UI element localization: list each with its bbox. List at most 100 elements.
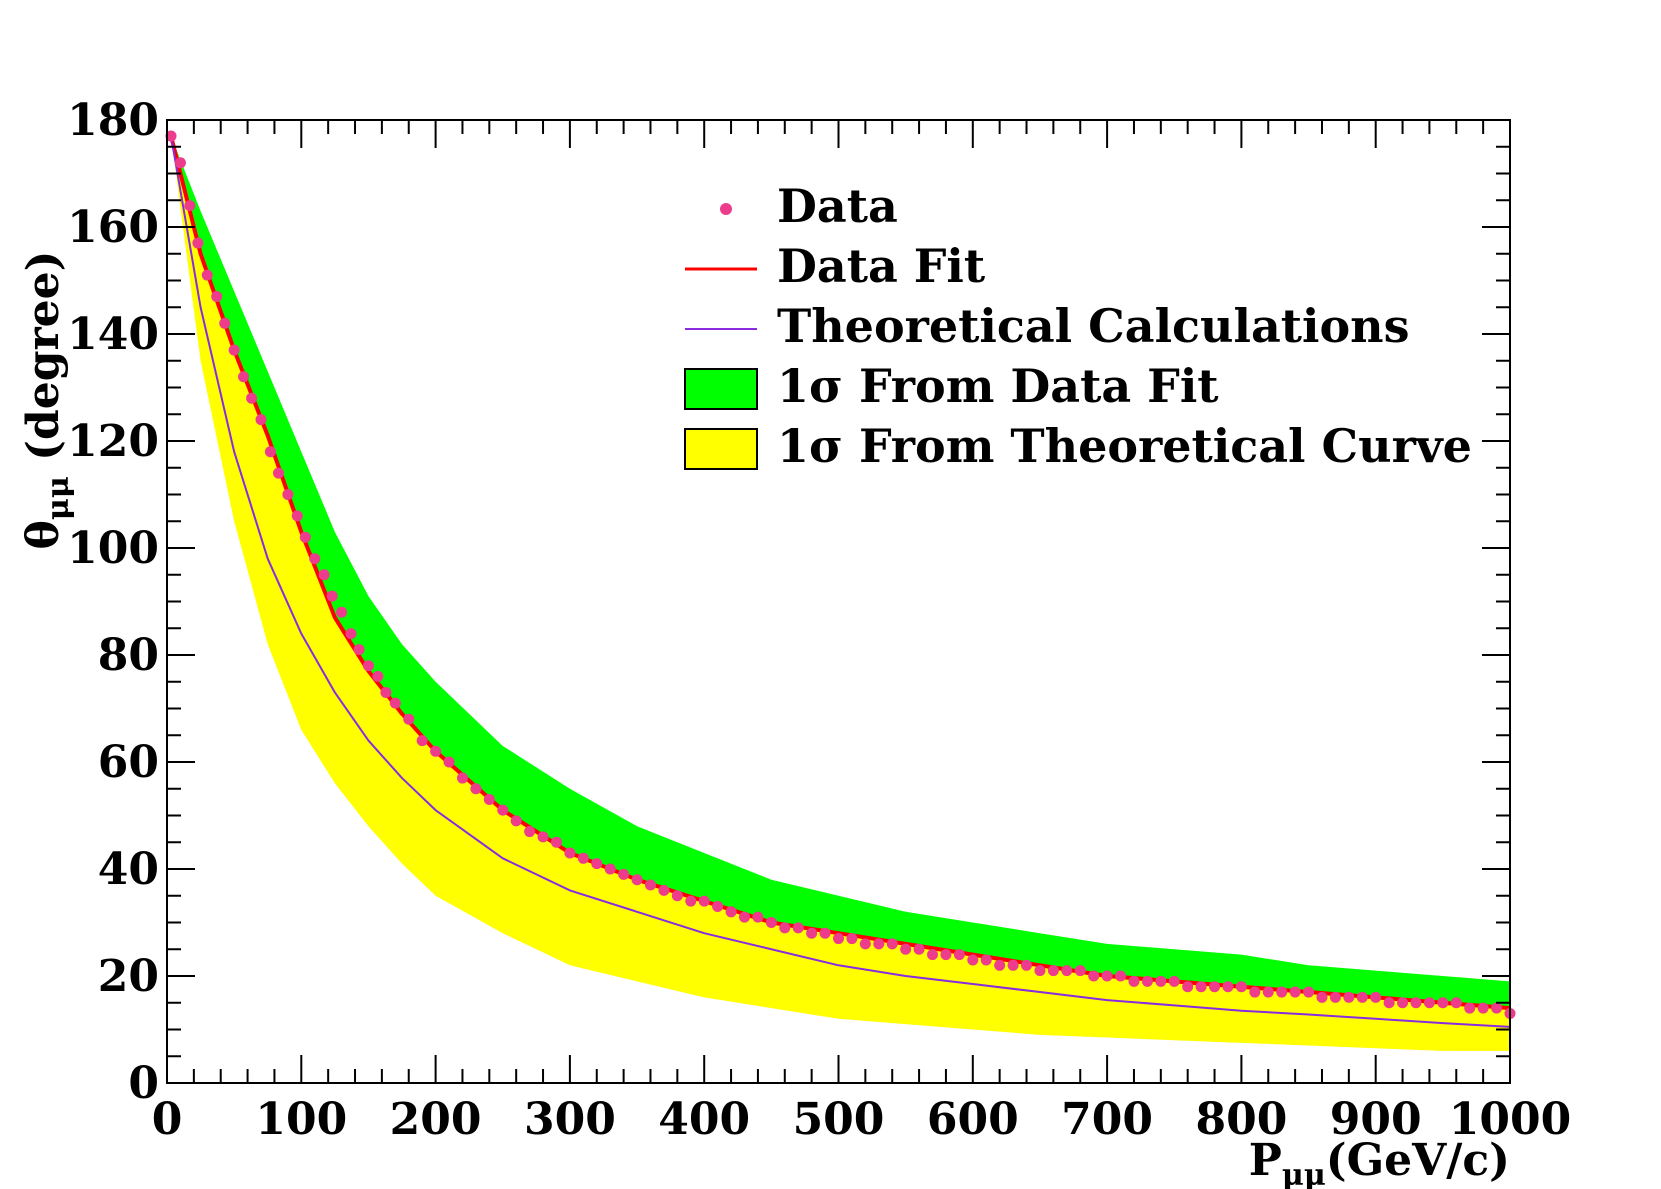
data-point: [833, 933, 844, 945]
data-point: [282, 489, 294, 500]
x-axis-label-sub: μμ: [1282, 1158, 1326, 1189]
y-tick-label: 120: [67, 416, 159, 467]
data-point: [201, 269, 213, 281]
data-point: [345, 628, 357, 640]
data-point: [1007, 959, 1019, 971]
data-point: [886, 938, 898, 950]
data-point: [309, 553, 321, 565]
data-point: [1088, 970, 1100, 982]
data-point: [618, 868, 630, 880]
data-point: [631, 874, 643, 886]
data-point: [725, 906, 737, 918]
data-point: [264, 446, 276, 458]
data-point: [1491, 1002, 1503, 1014]
y-tick-label: 40: [98, 844, 159, 895]
legend-label-data: Data: [777, 179, 898, 233]
x-tick-label: 400: [658, 1094, 750, 1145]
data-point: [497, 804, 509, 816]
data-point: [1397, 997, 1409, 1009]
legend-marker-band-fit: [684, 368, 758, 410]
x-tick-label: 300: [524, 1094, 616, 1145]
data-point: [219, 317, 231, 329]
data-point: [380, 686, 392, 698]
data-point: [272, 467, 284, 479]
data-point: [470, 783, 482, 795]
data-point: [416, 735, 428, 747]
data-point: [550, 836, 562, 848]
data-point: [1222, 981, 1234, 993]
data-point: [353, 644, 365, 656]
legend-label-theory: Theoretical Calculations: [777, 299, 1410, 353]
y-tick-label: 80: [98, 630, 159, 681]
data-point: [1182, 981, 1194, 993]
data-point: [403, 713, 415, 725]
data-point: [712, 900, 724, 912]
data-point: [927, 949, 939, 961]
data-point: [318, 569, 330, 581]
data-point: [389, 697, 401, 709]
data-point: [900, 943, 912, 955]
points-layer: [165, 130, 1516, 1019]
data-point: [1061, 965, 1073, 977]
data-point: [792, 922, 804, 934]
data-point: [362, 660, 374, 672]
data-point: [1168, 975, 1180, 987]
data-point: [577, 852, 589, 864]
data-point: [1410, 997, 1422, 1009]
data-point: [537, 831, 549, 843]
data-point: [1195, 981, 1207, 993]
x-axis-label-main: P: [1249, 1135, 1282, 1186]
data-point: [779, 922, 791, 934]
y-tick-label: 140: [67, 309, 159, 360]
data-point: [913, 943, 925, 955]
data-point: [1155, 975, 1167, 987]
data-point: [430, 745, 442, 757]
tick-labels-layer: 0 100 200 300 400 500 600 700 800 900 1000 0 20 40 60 8…: [67, 95, 1571, 1145]
data-point: [658, 884, 670, 896]
legend-marker-band-theory: [684, 428, 758, 470]
data-point: [1356, 991, 1368, 1003]
x-axis-label: Pμμ(GeV/c): [1249, 1135, 1510, 1189]
y-axis-label-unit: (degree): [18, 251, 69, 477]
data-point: [1074, 965, 1086, 977]
data-point: [1209, 981, 1221, 993]
data-point: [1303, 986, 1315, 998]
data-point: [1289, 986, 1301, 998]
legend-label-band-theory: 1σ From Theoretical Curve: [777, 419, 1472, 473]
theory-line: [170, 135, 1511, 1028]
x-axis-label-unit: (GeV/c): [1326, 1135, 1510, 1186]
data-point: [291, 510, 303, 522]
y-axis-label-sub: μμ: [41, 476, 76, 520]
data-point: [1450, 997, 1462, 1009]
data-point: [1370, 991, 1382, 1003]
data-point: [953, 949, 965, 961]
band-theoretical: [171, 136, 1510, 1051]
data-point: [1249, 986, 1261, 998]
data-point: [1101, 970, 1113, 982]
data-point: [1128, 975, 1140, 987]
data-point: [1115, 970, 1127, 982]
y-tick-label: 100: [67, 523, 159, 574]
data-point: [1437, 997, 1449, 1009]
x-tick-label: 600: [927, 1094, 1019, 1145]
data-point: [859, 938, 871, 950]
data-point: [994, 959, 1006, 971]
y-tick-label: 0: [128, 1058, 159, 1109]
data-point: [165, 130, 177, 142]
data-point: [326, 590, 338, 602]
data-point: [184, 200, 196, 212]
y-tick-label: 60: [98, 737, 159, 788]
data-point: [873, 938, 885, 950]
data-point: [819, 927, 831, 939]
data-point: [564, 847, 576, 859]
data-point: [738, 911, 750, 923]
legend-marker-data: [720, 203, 732, 215]
legend-label-data-fit: Data Fit: [777, 239, 986, 293]
data-point: [443, 756, 455, 768]
x-tick-label: 1000: [1449, 1094, 1571, 1145]
data-point: [1329, 991, 1341, 1003]
data-point: [1021, 959, 1033, 971]
data-point: [1383, 997, 1395, 1009]
data-point: [604, 863, 616, 875]
x-tick-label: 800: [1195, 1094, 1287, 1145]
